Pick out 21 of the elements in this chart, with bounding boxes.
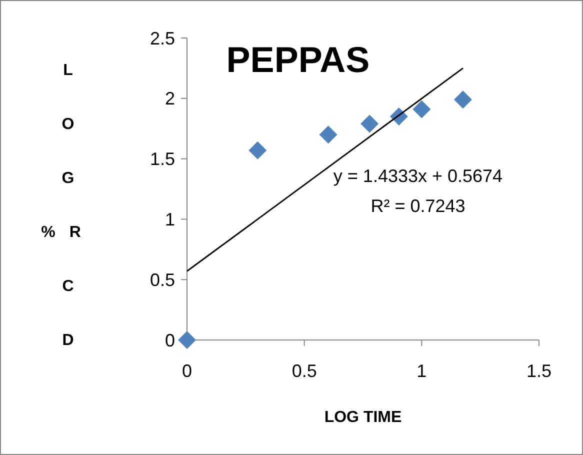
x-tick-label: 1 [416,361,427,381]
x-tick-label: 1.5 [526,361,552,381]
y-tick-label: 1.5 [150,149,175,170]
annotation: y = 1.4333x + 0.5674 [333,166,503,186]
y-tick-label: 0.5 [150,270,175,290]
x-tick-label: 0 [182,361,192,381]
point [248,141,267,160]
y-tick-label: 2 [164,88,175,109]
point [178,331,196,349]
x-tick-label: 0.5 [292,361,317,381]
y-tick-label: 1 [164,210,175,230]
text: L O G %R C D [41,62,95,349]
x-axis-title: LOG TIME [324,409,402,426]
y-tick-label: 0 [164,330,175,350]
point [454,90,472,109]
point [360,114,379,133]
chart-title: PEPPAS [226,39,370,80]
point [412,100,431,118]
annotation: R² = 0.7243 [370,196,466,216]
y-tick-label: 2.5 [150,28,175,48]
point [319,126,338,144]
